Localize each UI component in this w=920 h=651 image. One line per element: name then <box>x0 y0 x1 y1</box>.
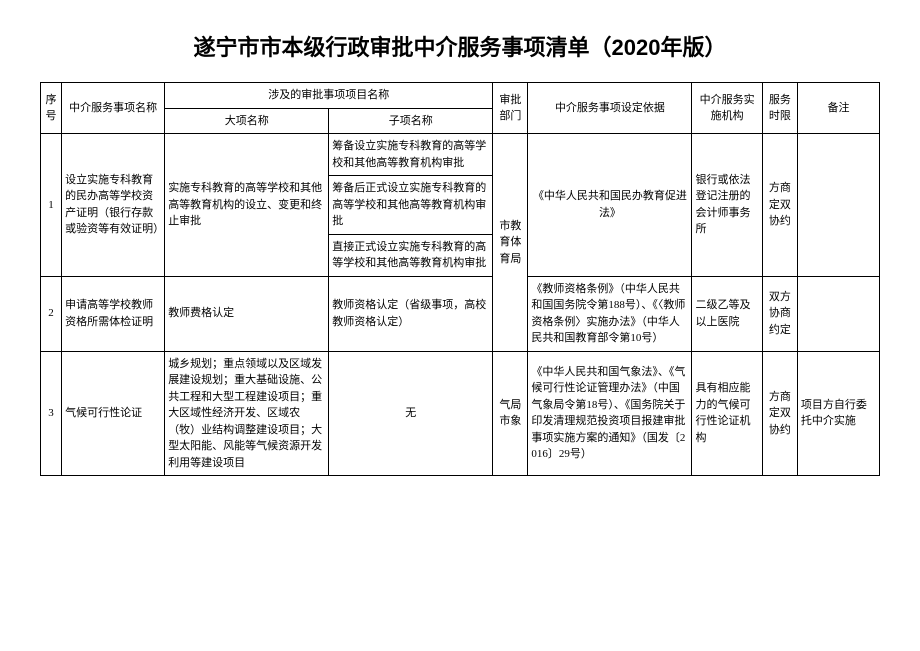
col-remark: 备注 <box>797 83 879 134</box>
page-title: 遂宁市市本级行政审批中介服务事项清单（2020年版） <box>40 30 880 62</box>
cell-service-name: 气候可行性论证 <box>62 351 165 476</box>
cell-time: 方商定双协约 <box>762 134 797 277</box>
table-row: 2 申请高等学校教师资格所需体检证明 教师费格认定 教师资格认定（省级事项，高校… <box>41 276 880 351</box>
col-involved: 涉及的审批事项项目名称 <box>165 83 493 109</box>
col-dept: 审批部门 <box>493 83 528 134</box>
table-row: 1 设立实施专科教育的民办高等学校资产证明（银行存款或验资等有效证明） 实施专科… <box>41 134 880 176</box>
cell-seq: 3 <box>41 351 62 476</box>
col-service-name: 中介服务事项名称 <box>62 83 165 134</box>
cell-org: 二级乙等及以上医院 <box>692 276 762 351</box>
cell-seq: 2 <box>41 276 62 351</box>
cell-sub: 筹备设立实施专科教育的高等学校和其他高等教育机构审批 <box>329 134 493 176</box>
col-basis: 中介服务事项设定依据 <box>528 83 692 134</box>
cell-seq: 1 <box>41 134 62 277</box>
cell-remark <box>797 276 879 351</box>
cell-service-name: 申请高等学校教师资格所需体检证明 <box>62 276 165 351</box>
col-sub: 子项名称 <box>329 108 493 134</box>
cell-remark: 项目方自行委托中介实施 <box>797 351 879 476</box>
cell-sub: 无 <box>329 351 493 476</box>
cell-remark <box>797 134 879 277</box>
listing-table: 序号 中介服务事项名称 涉及的审批事项项目名称 审批部门 中介服务事项设定依据 … <box>40 82 880 476</box>
header-row: 序号 中介服务事项名称 涉及的审批事项项目名称 审批部门 中介服务事项设定依据 … <box>41 83 880 109</box>
col-org: 中介服务实施机构 <box>692 83 762 134</box>
cell-time: 方商定双协约 <box>762 351 797 476</box>
col-major: 大项名称 <box>165 108 329 134</box>
cell-org: 银行或依法登记注册的会计师事务所 <box>692 134 762 277</box>
cell-time: 双方协商约定 <box>762 276 797 351</box>
cell-basis: 《中华人民共和国民办教育促进法》 <box>528 134 692 277</box>
cell-basis: 《中华人民共和国气象法》、《气候可行性论证管理办法》（中国气象局令第18号）、《… <box>528 351 692 476</box>
cell-dept: 气局市象 <box>493 351 528 476</box>
cell-major: 城乡规划；重点领域以及区域发展建设规划；重大基础设施、公共工程和大型工程建设项目… <box>165 351 329 476</box>
cell-major: 实施专科教育的高等学校和其他高等教育机构的设立、变更和终止审批 <box>165 134 329 277</box>
cell-org: 具有相应能力的气候可行性论证机构 <box>692 351 762 476</box>
table-row: 3 气候可行性论证 城乡规划；重点领域以及区域发展建设规划；重大基础设施、公共工… <box>41 351 880 476</box>
cell-dept: 市教育体育局 <box>493 134 528 352</box>
cell-basis: 《教师资格条例》（中华人民共和国国务院令第188号）、《〈教师资格条例〉实施办法… <box>528 276 692 351</box>
cell-sub: 教师资格认定（省级事项，高校教师资格认定） <box>329 276 493 351</box>
cell-sub: 直接正式设立实施专科教育的高等学校和其他高等教育机构审批 <box>329 234 493 276</box>
col-seq: 序号 <box>41 83 62 134</box>
cell-service-name: 设立实施专科教育的民办高等学校资产证明（银行存款或验资等有效证明） <box>62 134 165 277</box>
col-time: 服务时限 <box>762 83 797 134</box>
cell-sub: 筹备后正式设立实施专科教育的高等学校和其他高等教育机构审批 <box>329 176 493 235</box>
cell-major: 教师费格认定 <box>165 276 329 351</box>
